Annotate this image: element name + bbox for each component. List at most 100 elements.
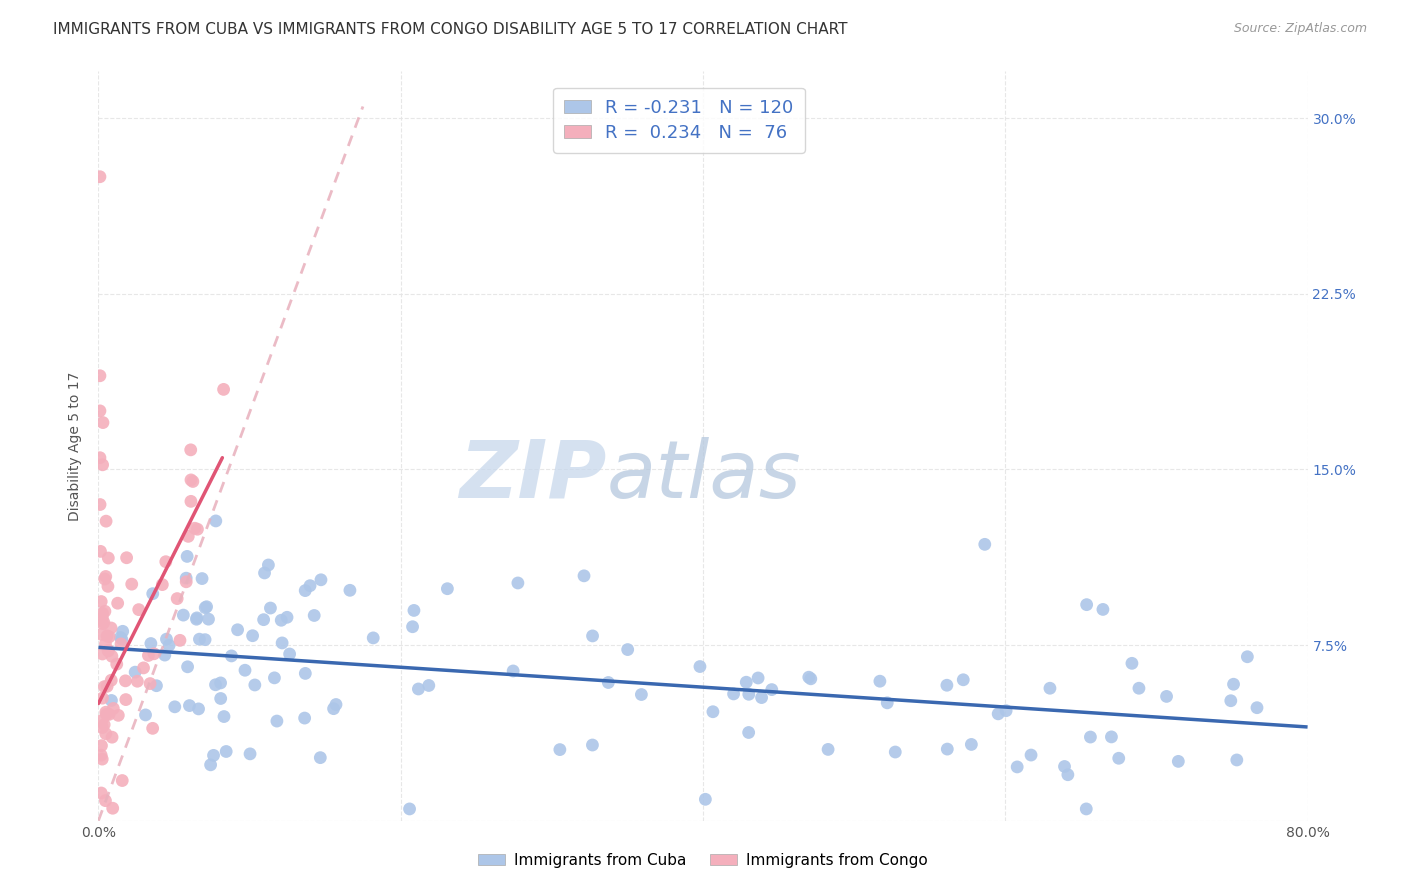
Point — [1091, 602, 1114, 616]
Point — [94, 794, 117, 808]
Point — [169, 633, 191, 648]
Point — [90, 748, 112, 763]
Point — [302, 608, 325, 623]
Point — [195, 599, 218, 614]
Point — [107, 596, 129, 610]
Point — [100, 693, 122, 707]
Point — [797, 670, 820, 684]
Point — [226, 623, 249, 637]
Point — [1156, 690, 1178, 704]
Point — [1246, 700, 1268, 714]
Point — [952, 673, 974, 687]
Point — [153, 648, 176, 662]
Point — [506, 576, 529, 591]
Point — [150, 577, 173, 591]
Point — [702, 705, 724, 719]
Point — [973, 537, 995, 551]
Point — [103, 701, 125, 715]
Point — [90, 627, 112, 641]
Point — [572, 569, 595, 583]
Point — [179, 698, 201, 713]
Point — [94, 637, 117, 651]
Point — [294, 711, 316, 725]
Point — [180, 473, 202, 487]
Point — [401, 620, 423, 634]
Point — [188, 632, 211, 647]
Point — [581, 738, 603, 752]
Point — [884, 745, 907, 759]
Point — [135, 707, 157, 722]
Point — [689, 659, 711, 673]
Point — [239, 747, 262, 761]
Point — [1128, 681, 1150, 696]
Point — [233, 663, 256, 677]
Point — [191, 572, 214, 586]
Point — [89, 498, 111, 512]
Point — [751, 690, 773, 705]
Point — [278, 647, 301, 661]
Point — [294, 583, 316, 598]
Point — [800, 672, 823, 686]
Point — [93, 680, 115, 694]
Point — [263, 671, 285, 685]
Point — [737, 725, 759, 739]
Point — [97, 579, 120, 593]
Point — [143, 647, 166, 661]
Point — [257, 558, 280, 572]
Point — [111, 624, 134, 639]
Point — [181, 475, 204, 489]
Point — [276, 610, 298, 624]
Y-axis label: Disability Age 5 to 17: Disability Age 5 to 17 — [69, 371, 83, 521]
Point — [869, 674, 891, 689]
Point — [128, 602, 150, 616]
Text: Source: ZipAtlas.com: Source: ZipAtlas.com — [1233, 22, 1367, 36]
Point — [598, 675, 620, 690]
Point — [723, 687, 745, 701]
Point — [90, 594, 112, 608]
Point — [200, 757, 222, 772]
Point — [747, 671, 769, 685]
Point — [1053, 759, 1076, 773]
Point — [89, 544, 111, 558]
Point — [243, 678, 266, 692]
Point — [172, 608, 194, 623]
Point — [94, 604, 117, 618]
Point — [94, 727, 117, 741]
Point — [212, 709, 235, 723]
Point — [299, 579, 322, 593]
Point — [194, 600, 217, 615]
Point — [94, 705, 117, 719]
Point — [177, 529, 200, 543]
Point — [142, 587, 165, 601]
Point — [960, 738, 983, 752]
Point — [91, 691, 114, 706]
Point — [761, 682, 783, 697]
Legend: Immigrants from Cuba, Immigrants from Congo: Immigrants from Cuba, Immigrants from Co… — [471, 847, 935, 873]
Point — [180, 442, 202, 457]
Point — [93, 717, 115, 731]
Point — [91, 458, 114, 472]
Point — [209, 676, 232, 690]
Text: ZIP: ZIP — [458, 437, 606, 515]
Point — [738, 687, 761, 701]
Point — [139, 636, 162, 650]
Point — [1039, 681, 1062, 696]
Point — [89, 404, 111, 418]
Point — [174, 571, 197, 585]
Point — [91, 752, 114, 766]
Point — [100, 673, 122, 688]
Point — [90, 786, 112, 800]
Point — [186, 522, 208, 536]
Point — [145, 679, 167, 693]
Point — [548, 742, 571, 756]
Point — [1167, 755, 1189, 769]
Point — [1076, 598, 1098, 612]
Point — [91, 416, 114, 430]
Legend: R = -0.231   N = 120, R =  0.234   N =  76: R = -0.231 N = 120, R = 0.234 N = 76 — [553, 88, 804, 153]
Point — [215, 744, 238, 758]
Point — [138, 648, 160, 663]
Point — [436, 582, 458, 596]
Point — [408, 681, 430, 696]
Point — [1099, 730, 1122, 744]
Point — [186, 611, 208, 625]
